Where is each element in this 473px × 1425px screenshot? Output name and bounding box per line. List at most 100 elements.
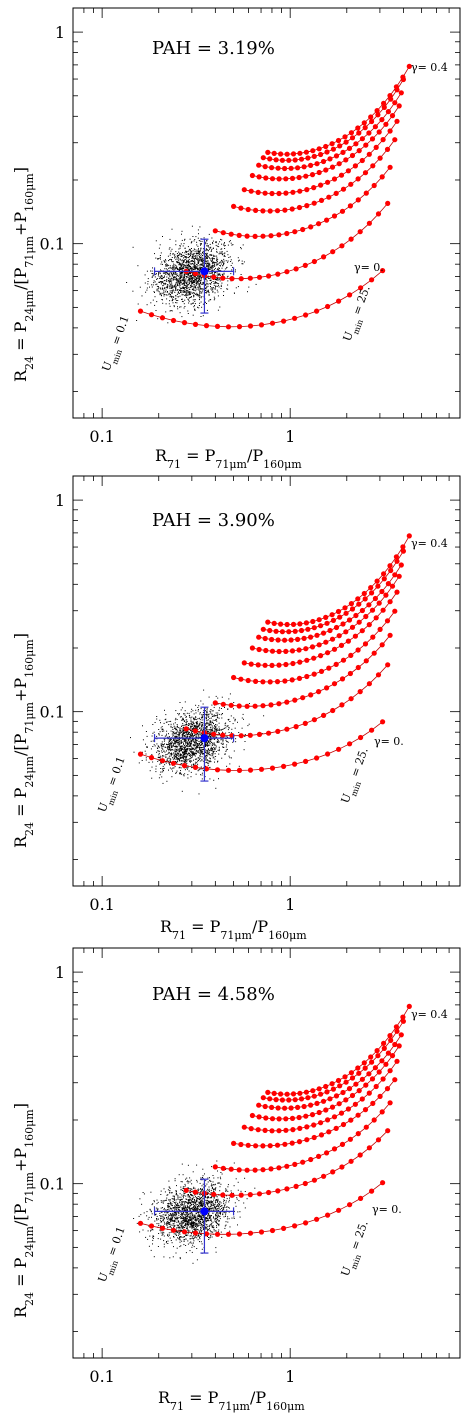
- model-curve-line: [215, 167, 390, 236]
- cloud-point: [216, 719, 217, 720]
- cloud-point: [206, 254, 207, 255]
- cloud-point: [182, 272, 183, 273]
- cloud-point: [201, 254, 202, 255]
- cloud-point: [205, 1205, 206, 1206]
- cloud-point: [173, 269, 174, 270]
- cloud-point: [185, 734, 186, 735]
- cloud-point: [185, 276, 186, 277]
- cloud-point: [181, 709, 182, 710]
- cloud-point: [172, 280, 173, 281]
- cloud-point: [198, 248, 199, 249]
- model-point: [303, 759, 308, 764]
- cloud-point: [185, 287, 186, 288]
- cloud-point: [167, 747, 168, 748]
- cloud-point: [207, 258, 208, 259]
- cloud-point: [217, 274, 218, 275]
- cloud-point: [209, 761, 210, 762]
- model-point: [369, 277, 374, 282]
- cloud-point: [160, 731, 161, 732]
- cloud-point: [191, 260, 192, 261]
- model-point: [237, 703, 242, 708]
- cloud-point: [207, 750, 208, 751]
- cloud-point: [213, 723, 214, 724]
- cloud-point: [183, 287, 184, 288]
- cloud-point: [189, 265, 190, 266]
- cloud-point: [160, 287, 161, 288]
- cloud-point: [182, 291, 183, 292]
- cloud-point: [190, 750, 191, 751]
- cloud-point: [188, 732, 189, 733]
- cloud-point: [178, 727, 179, 728]
- cloud-point: [191, 709, 192, 710]
- cloud-point: [147, 288, 148, 289]
- model-point: [138, 752, 143, 757]
- cloud-point: [195, 762, 196, 763]
- cloud-point: [178, 255, 179, 256]
- cloud-point: [172, 768, 173, 769]
- cloud-point: [195, 745, 196, 746]
- cloud-point: [192, 275, 193, 276]
- cloud-point: [188, 287, 189, 288]
- cloud-point: [174, 1198, 175, 1199]
- cloud-point: [184, 773, 185, 774]
- cloud-point: [170, 295, 171, 296]
- cloud-point: [210, 724, 211, 725]
- cloud-point: [186, 1178, 187, 1179]
- cloud-point: [240, 247, 241, 248]
- model-point: [171, 318, 176, 323]
- cloud-point: [152, 746, 153, 747]
- cloud-point: [196, 285, 197, 286]
- model-point: [290, 176, 295, 181]
- cloud-point: [161, 776, 162, 777]
- model-point: [231, 675, 236, 680]
- cloud-point: [176, 302, 177, 303]
- cloud-point: [170, 306, 171, 307]
- cloud-point: [225, 1214, 226, 1215]
- cloud-point: [163, 751, 164, 752]
- cloud-point: [197, 726, 198, 727]
- cloud-point: [169, 1219, 170, 1220]
- cloud-point: [193, 1240, 194, 1241]
- cloud-point: [197, 724, 198, 725]
- cloud-point: [195, 716, 196, 717]
- model-point: [310, 172, 315, 177]
- cloud-point: [206, 758, 207, 759]
- cloud-point: [211, 753, 212, 754]
- model-point: [237, 233, 242, 238]
- cloud-point: [206, 755, 207, 756]
- cloud-point: [222, 253, 223, 254]
- cloud-point: [180, 288, 181, 289]
- cloud-point: [212, 262, 213, 263]
- cloud-point: [192, 1238, 193, 1239]
- cloud-point: [201, 1230, 202, 1231]
- cloud-point: [217, 278, 218, 279]
- cloud-point: [158, 751, 159, 752]
- cloud-point: [184, 281, 185, 282]
- cloud-point: [209, 778, 210, 779]
- cloud-point: [184, 240, 185, 241]
- cloud-point: [191, 767, 192, 768]
- model-point: [292, 316, 297, 321]
- cloud-point: [187, 290, 188, 291]
- cloud-point: [196, 242, 197, 243]
- cloud-point: [189, 771, 190, 772]
- cloud-point: [147, 283, 148, 284]
- cloud-point: [226, 1225, 227, 1226]
- cloud-point: [173, 277, 174, 278]
- cloud-point: [175, 296, 176, 297]
- model-point: [239, 276, 244, 281]
- model-point: [349, 601, 354, 606]
- cloud-point: [199, 1197, 200, 1198]
- cloud-point: [175, 256, 176, 257]
- cloud-point: [175, 302, 176, 303]
- cloud-point: [176, 728, 177, 729]
- cloud-point: [183, 292, 184, 293]
- cloud-point: [223, 1203, 224, 1204]
- cloud-point: [214, 1207, 215, 1208]
- cloud-point: [170, 259, 171, 260]
- cloud-point: [189, 280, 190, 281]
- cloud-point: [223, 747, 224, 748]
- cloud-point: [220, 239, 221, 240]
